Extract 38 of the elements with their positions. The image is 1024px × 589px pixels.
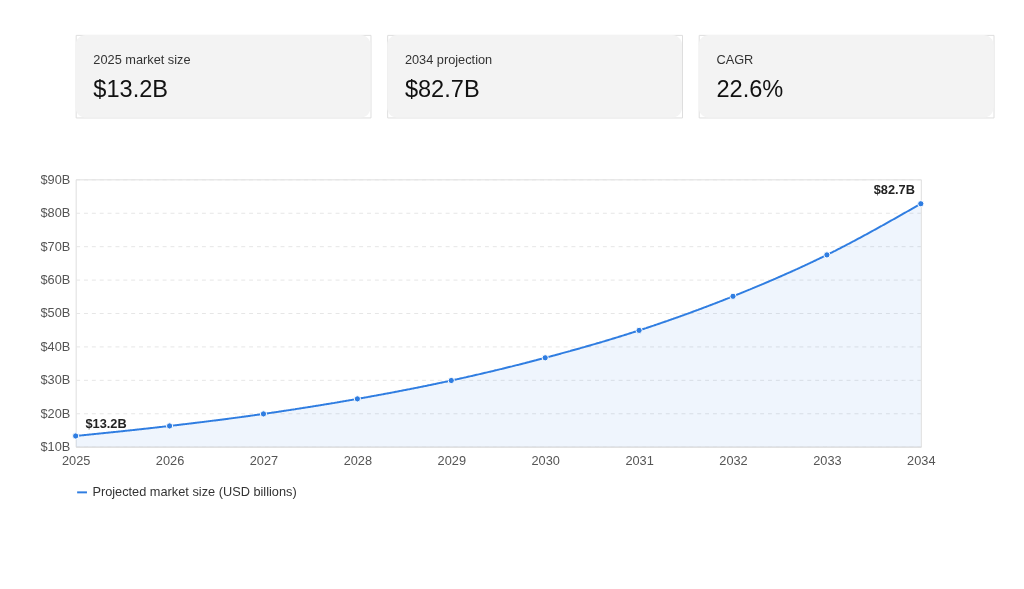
x-tick-label: 2030 (531, 452, 560, 468)
y-tick-label: $80B (40, 205, 71, 221)
annotation: $82.7B (873, 181, 915, 197)
y-tick-label: $50B (40, 305, 71, 321)
y-tick-label: $70B (40, 238, 71, 254)
point (917, 200, 925, 208)
text: 2025 market size (93, 52, 191, 68)
x-tick-label: 2034 (907, 452, 936, 468)
legend-label: Projected market size (USD billions) (92, 484, 297, 500)
point (823, 251, 831, 259)
point (729, 292, 737, 300)
text: 22.6% (716, 75, 784, 102)
text: 2034 projection (404, 52, 493, 68)
y-tick-label: $10B (40, 439, 71, 455)
x-tick-label: 2028 (343, 452, 373, 468)
x-tick-label: 2031 (625, 452, 654, 468)
point (447, 376, 455, 385)
y-tick-label: $60B (40, 272, 71, 288)
text: $13.2B (93, 75, 169, 102)
y-tick-label: $30B (40, 372, 71, 388)
text: $82.7B (404, 75, 480, 102)
x-tick-label: 2026 (155, 452, 185, 468)
point (165, 422, 174, 430)
y-tick-label: $20B (40, 405, 71, 421)
annotation: $13.2B (85, 416, 127, 432)
point (541, 354, 549, 362)
x-tick-label: 2033 (813, 452, 842, 468)
x-tick-label: 2032 (719, 452, 748, 468)
x-tick-label: 2027 (249, 452, 279, 468)
y-tick-label: $90B (40, 171, 71, 187)
text: CAGR (716, 52, 754, 68)
x-tick-label: 2025 (61, 452, 91, 468)
point (72, 432, 80, 440)
point (259, 410, 268, 418)
point (353, 395, 361, 403)
y-tick-label: $40B (40, 338, 71, 354)
x-tick-label: 2029 (437, 452, 466, 468)
point (635, 326, 643, 334)
